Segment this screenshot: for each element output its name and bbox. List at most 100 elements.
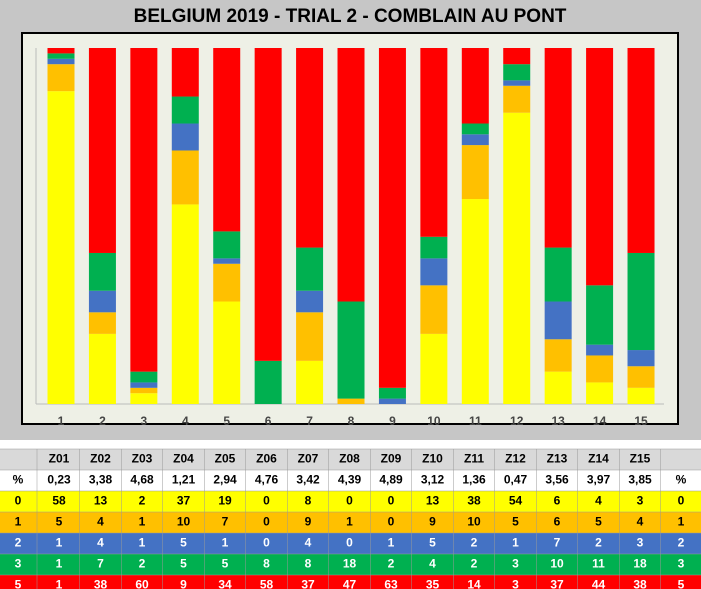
table-cell: 1 xyxy=(139,536,146,550)
bar-segment xyxy=(130,387,158,394)
table-cell: 0 xyxy=(263,536,270,550)
table-cell: 2 xyxy=(139,557,146,571)
x-tick-label: 10 xyxy=(427,414,441,428)
bar-segment xyxy=(130,393,158,404)
bar-segment xyxy=(296,247,324,291)
table-cell: 37 xyxy=(301,578,315,589)
table-cell: 7 xyxy=(97,557,104,571)
x-tick-label: 3 xyxy=(141,414,148,428)
table-cell: 7 xyxy=(554,536,561,550)
bar-segment xyxy=(171,96,199,124)
bar-segment xyxy=(420,258,448,286)
bar-segment xyxy=(503,64,531,81)
bar-segment xyxy=(420,236,448,259)
bar-segment xyxy=(503,48,531,65)
bar-segment xyxy=(47,64,75,92)
bar-segment xyxy=(47,48,75,54)
table-row xyxy=(0,533,701,554)
bar-segment xyxy=(337,48,365,302)
percent-row xyxy=(0,470,701,491)
table-cell: 0 xyxy=(388,515,395,529)
table-cell: 0 xyxy=(263,515,270,529)
percent-cell: 3,42 xyxy=(296,473,320,487)
table-cell: 60 xyxy=(135,578,149,589)
bar-segment xyxy=(337,301,365,399)
table-cell: 4 xyxy=(429,557,436,571)
bar-segment xyxy=(461,123,489,135)
bar-segment xyxy=(254,360,282,404)
table-cell: 10 xyxy=(550,557,564,571)
x-tick-label: 2 xyxy=(99,414,106,428)
x-tick-label: 11 xyxy=(469,414,482,428)
table-cell: 1 xyxy=(512,536,519,550)
bar-segment xyxy=(130,371,158,383)
bar-segment xyxy=(171,150,199,205)
bar-segment xyxy=(544,48,572,248)
bar-segment xyxy=(213,263,241,302)
percent-cell: 4,89 xyxy=(379,473,403,487)
table-cell: 5 xyxy=(180,536,187,550)
column-header: Z10 xyxy=(422,452,443,466)
table-cell: 5 xyxy=(429,536,436,550)
percent-cell: 3,97 xyxy=(587,473,611,487)
bar-segment xyxy=(461,48,489,124)
x-tick-label: 13 xyxy=(551,414,565,428)
percent-cell: 3,56 xyxy=(545,473,569,487)
bar-segment xyxy=(47,53,75,59)
column-header: Z01 xyxy=(49,452,70,466)
bar-segment xyxy=(171,204,199,404)
row-label: 3 xyxy=(15,557,22,571)
column-header: Z09 xyxy=(381,452,402,466)
bar-segment xyxy=(627,252,655,351)
table-cell: 3 xyxy=(512,557,519,571)
bar-segment xyxy=(378,387,406,399)
percent-cell: 2,94 xyxy=(213,473,237,487)
table-cell: 8 xyxy=(305,557,312,571)
table-cell: 47 xyxy=(343,578,357,589)
x-tick-label: 12 xyxy=(510,414,524,428)
table-header-row xyxy=(0,449,701,470)
bar-segment xyxy=(586,344,614,356)
bar-segment xyxy=(130,382,158,388)
table-cell: 1 xyxy=(222,536,229,550)
x-tick-label: 8 xyxy=(348,414,355,428)
column-header: Z06 xyxy=(256,452,277,466)
row-label: 2 xyxy=(678,536,685,550)
bar-segment xyxy=(213,301,241,404)
bar-segment xyxy=(420,285,448,334)
column-header: Z05 xyxy=(215,452,236,466)
bar-segment xyxy=(461,134,489,146)
table-cell: 5 xyxy=(222,557,229,571)
table-cell: 8 xyxy=(263,557,270,571)
bar-segment xyxy=(586,355,614,383)
percent-cell: 0,23 xyxy=(47,473,71,487)
table-cell: 63 xyxy=(384,578,398,589)
table-cell: 18 xyxy=(343,557,357,571)
x-tick-label: 15 xyxy=(634,414,648,428)
row-label: % xyxy=(13,473,24,487)
bar-segment xyxy=(544,301,572,340)
table-cell: 5 xyxy=(512,515,519,529)
bar-segment xyxy=(130,48,158,372)
table-row xyxy=(0,575,701,589)
bar-segment xyxy=(544,247,572,302)
x-tick-label: 1 xyxy=(58,414,65,428)
percent-cell: 4,39 xyxy=(338,473,362,487)
table-row xyxy=(0,491,701,512)
table-cell: 0 xyxy=(388,494,395,508)
column-header: Z08 xyxy=(339,452,360,466)
table-cell: 38 xyxy=(94,578,108,589)
table-cell: 14 xyxy=(467,578,481,589)
bar-segment xyxy=(88,312,116,334)
bar-segment xyxy=(461,145,489,200)
column-header: Z02 xyxy=(90,452,111,466)
bar-segment xyxy=(296,360,324,404)
table-cell: 3 xyxy=(512,578,519,589)
table-cell: 4 xyxy=(595,494,602,508)
table-cell: 10 xyxy=(467,515,481,529)
chart-title: BELGIUM 2019 - TRIAL 2 - COMBLAIN AU PON… xyxy=(134,6,567,27)
table-cell: 4 xyxy=(637,515,644,529)
table-cell: 2 xyxy=(595,536,602,550)
bar-segment xyxy=(461,199,489,404)
